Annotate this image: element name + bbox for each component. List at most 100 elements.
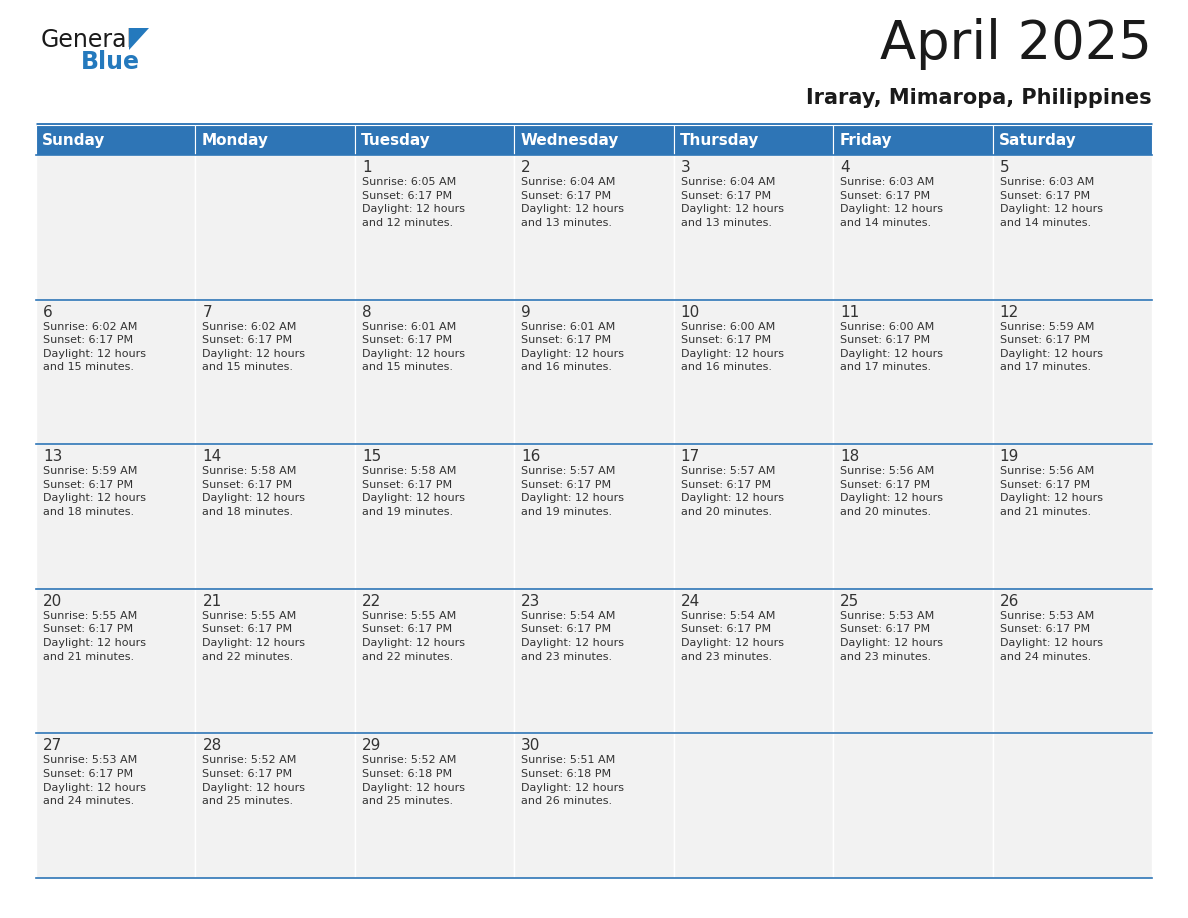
Text: Sunrise: 5:55 AM
Sunset: 6:17 PM
Daylight: 12 hours
and 22 minutes.: Sunrise: 5:55 AM Sunset: 6:17 PM Dayligh… [202, 610, 305, 662]
Bar [992, 155, 1152, 299]
Text: Sunrise: 5:55 AM
Sunset: 6:17 PM
Daylight: 12 hours
and 21 minutes.: Sunrise: 5:55 AM Sunset: 6:17 PM Dayligh… [43, 610, 146, 662]
Bar [514, 733, 674, 878]
Text: Sunrise: 5:57 AM
Sunset: 6:17 PM
Daylight: 12 hours
and 20 minutes.: Sunrise: 5:57 AM Sunset: 6:17 PM Dayligh… [681, 466, 784, 517]
Text: 13: 13 [43, 449, 63, 465]
Bar [196, 125, 355, 155]
Text: Sunday: Sunday [42, 132, 106, 148]
Text: 22: 22 [362, 594, 381, 609]
Bar [514, 125, 674, 155]
Text: 8: 8 [362, 305, 372, 319]
Bar [355, 733, 514, 878]
Bar [355, 299, 514, 444]
Text: 25: 25 [840, 594, 859, 609]
Bar [196, 444, 355, 588]
Text: 23: 23 [522, 594, 541, 609]
Bar [992, 125, 1152, 155]
Bar [196, 299, 355, 444]
Text: Sunrise: 5:58 AM
Sunset: 6:17 PM
Daylight: 12 hours
and 19 minutes.: Sunrise: 5:58 AM Sunset: 6:17 PM Dayligh… [362, 466, 465, 517]
Text: 2: 2 [522, 160, 531, 175]
Text: 9: 9 [522, 305, 531, 319]
Text: 6: 6 [43, 305, 52, 319]
Bar [514, 299, 674, 444]
Bar [355, 125, 514, 155]
Bar [833, 125, 992, 155]
Text: 17: 17 [681, 449, 700, 465]
Text: 26: 26 [999, 594, 1019, 609]
Text: 21: 21 [202, 594, 222, 609]
Bar [196, 155, 355, 299]
Text: Friday: Friday [839, 132, 892, 148]
Text: General: General [42, 28, 134, 52]
Text: Sunrise: 5:56 AM
Sunset: 6:17 PM
Daylight: 12 hours
and 21 minutes.: Sunrise: 5:56 AM Sunset: 6:17 PM Dayligh… [999, 466, 1102, 517]
Text: Sunrise: 5:56 AM
Sunset: 6:17 PM
Daylight: 12 hours
and 20 minutes.: Sunrise: 5:56 AM Sunset: 6:17 PM Dayligh… [840, 466, 943, 517]
Bar [514, 444, 674, 588]
Text: 4: 4 [840, 160, 849, 175]
Text: 20: 20 [43, 594, 62, 609]
Text: Sunrise: 6:04 AM
Sunset: 6:17 PM
Daylight: 12 hours
and 13 minutes.: Sunrise: 6:04 AM Sunset: 6:17 PM Dayligh… [681, 177, 784, 228]
Bar [196, 588, 355, 733]
Text: 29: 29 [362, 738, 381, 754]
Text: 15: 15 [362, 449, 381, 465]
Text: 14: 14 [202, 449, 222, 465]
Text: Sunrise: 5:52 AM
Sunset: 6:17 PM
Daylight: 12 hours
and 25 minutes.: Sunrise: 5:52 AM Sunset: 6:17 PM Dayligh… [202, 756, 305, 806]
Bar [833, 444, 992, 588]
Text: Sunrise: 5:54 AM
Sunset: 6:17 PM
Daylight: 12 hours
and 23 minutes.: Sunrise: 5:54 AM Sunset: 6:17 PM Dayligh… [522, 610, 624, 662]
Bar [674, 444, 833, 588]
Text: Sunrise: 6:00 AM
Sunset: 6:17 PM
Daylight: 12 hours
and 17 minutes.: Sunrise: 6:00 AM Sunset: 6:17 PM Dayligh… [840, 321, 943, 373]
Bar [514, 155, 674, 299]
Bar [833, 155, 992, 299]
Text: Sunrise: 5:54 AM
Sunset: 6:17 PM
Daylight: 12 hours
and 23 minutes.: Sunrise: 5:54 AM Sunset: 6:17 PM Dayligh… [681, 610, 784, 662]
Text: Sunrise: 6:04 AM
Sunset: 6:17 PM
Daylight: 12 hours
and 13 minutes.: Sunrise: 6:04 AM Sunset: 6:17 PM Dayligh… [522, 177, 624, 228]
Text: Iraray, Mimaropa, Philippines: Iraray, Mimaropa, Philippines [807, 88, 1152, 108]
Text: Sunrise: 5:51 AM
Sunset: 6:18 PM
Daylight: 12 hours
and 26 minutes.: Sunrise: 5:51 AM Sunset: 6:18 PM Dayligh… [522, 756, 624, 806]
Bar [36, 444, 196, 588]
Bar [36, 299, 196, 444]
Text: Sunrise: 6:03 AM
Sunset: 6:17 PM
Daylight: 12 hours
and 14 minutes.: Sunrise: 6:03 AM Sunset: 6:17 PM Dayligh… [840, 177, 943, 228]
Bar [196, 733, 355, 878]
Text: 27: 27 [43, 738, 62, 754]
Text: 19: 19 [999, 449, 1019, 465]
Text: 18: 18 [840, 449, 859, 465]
Text: April 2025: April 2025 [880, 18, 1152, 70]
Text: Tuesday: Tuesday [361, 132, 430, 148]
Text: Sunrise: 5:57 AM
Sunset: 6:17 PM
Daylight: 12 hours
and 19 minutes.: Sunrise: 5:57 AM Sunset: 6:17 PM Dayligh… [522, 466, 624, 517]
Text: Sunrise: 5:53 AM
Sunset: 6:17 PM
Daylight: 12 hours
and 24 minutes.: Sunrise: 5:53 AM Sunset: 6:17 PM Dayligh… [43, 756, 146, 806]
Text: 5: 5 [999, 160, 1009, 175]
Bar [674, 733, 833, 878]
Text: 11: 11 [840, 305, 859, 319]
Bar [36, 125, 196, 155]
Text: Sunrise: 5:53 AM
Sunset: 6:17 PM
Daylight: 12 hours
and 24 minutes.: Sunrise: 5:53 AM Sunset: 6:17 PM Dayligh… [999, 610, 1102, 662]
Text: 12: 12 [999, 305, 1019, 319]
Bar [514, 588, 674, 733]
Bar [355, 588, 514, 733]
Text: Sunrise: 6:02 AM
Sunset: 6:17 PM
Daylight: 12 hours
and 15 minutes.: Sunrise: 6:02 AM Sunset: 6:17 PM Dayligh… [202, 321, 305, 373]
Text: Saturday: Saturday [999, 132, 1076, 148]
Text: Monday: Monday [202, 132, 268, 148]
Bar [674, 125, 833, 155]
Text: Blue: Blue [81, 50, 140, 74]
Text: Sunrise: 6:01 AM
Sunset: 6:17 PM
Daylight: 12 hours
and 15 minutes.: Sunrise: 6:01 AM Sunset: 6:17 PM Dayligh… [362, 321, 465, 373]
Bar [992, 444, 1152, 588]
Text: Sunrise: 5:58 AM
Sunset: 6:17 PM
Daylight: 12 hours
and 18 minutes.: Sunrise: 5:58 AM Sunset: 6:17 PM Dayligh… [202, 466, 305, 517]
Bar [36, 588, 196, 733]
Bar [674, 588, 833, 733]
Text: Sunrise: 6:00 AM
Sunset: 6:17 PM
Daylight: 12 hours
and 16 minutes.: Sunrise: 6:00 AM Sunset: 6:17 PM Dayligh… [681, 321, 784, 373]
Text: Sunrise: 6:05 AM
Sunset: 6:17 PM
Daylight: 12 hours
and 12 minutes.: Sunrise: 6:05 AM Sunset: 6:17 PM Dayligh… [362, 177, 465, 228]
Text: Sunrise: 5:59 AM
Sunset: 6:17 PM
Daylight: 12 hours
and 17 minutes.: Sunrise: 5:59 AM Sunset: 6:17 PM Dayligh… [999, 321, 1102, 373]
Text: 24: 24 [681, 594, 700, 609]
Text: Sunrise: 5:59 AM
Sunset: 6:17 PM
Daylight: 12 hours
and 18 minutes.: Sunrise: 5:59 AM Sunset: 6:17 PM Dayligh… [43, 466, 146, 517]
Text: 10: 10 [681, 305, 700, 319]
Text: Thursday: Thursday [680, 132, 759, 148]
Text: Sunrise: 5:52 AM
Sunset: 6:18 PM
Daylight: 12 hours
and 25 minutes.: Sunrise: 5:52 AM Sunset: 6:18 PM Dayligh… [362, 756, 465, 806]
Bar [674, 155, 833, 299]
Bar [833, 588, 992, 733]
Text: Sunrise: 6:01 AM
Sunset: 6:17 PM
Daylight: 12 hours
and 16 minutes.: Sunrise: 6:01 AM Sunset: 6:17 PM Dayligh… [522, 321, 624, 373]
Polygon shape [129, 28, 148, 50]
Text: 1: 1 [362, 160, 372, 175]
Bar [992, 733, 1152, 878]
Bar [833, 733, 992, 878]
Text: Wednesday: Wednesday [520, 132, 619, 148]
Bar [36, 733, 196, 878]
Text: Sunrise: 6:02 AM
Sunset: 6:17 PM
Daylight: 12 hours
and 15 minutes.: Sunrise: 6:02 AM Sunset: 6:17 PM Dayligh… [43, 321, 146, 373]
Bar [992, 299, 1152, 444]
